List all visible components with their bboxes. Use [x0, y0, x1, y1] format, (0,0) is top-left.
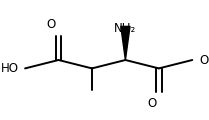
- Polygon shape: [121, 26, 130, 60]
- Text: NH₂: NH₂: [114, 22, 136, 35]
- Text: OH: OH: [200, 54, 209, 66]
- Text: O: O: [47, 18, 56, 31]
- Text: HO: HO: [1, 62, 19, 75]
- Text: O: O: [147, 97, 156, 110]
